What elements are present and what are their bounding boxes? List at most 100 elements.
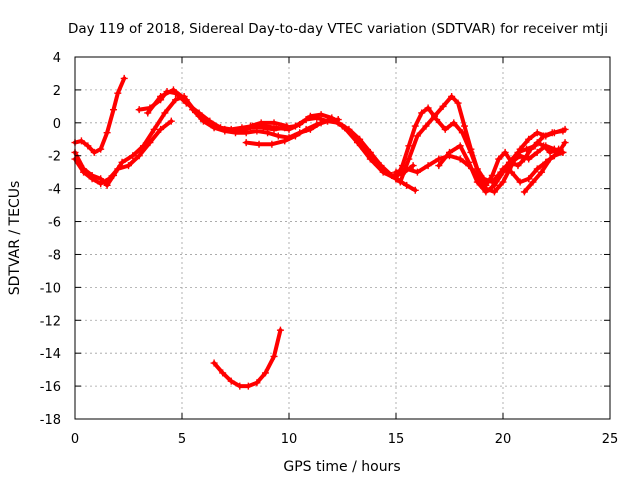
- data-point: [448, 92, 456, 100]
- data-point: [242, 139, 250, 147]
- data-point: [227, 377, 235, 385]
- data-point: [161, 109, 169, 117]
- data-point: [392, 168, 400, 176]
- x-axis-label: GPS time / hours: [283, 459, 400, 475]
- y-tick-label: -4: [48, 183, 61, 198]
- data-point: [392, 175, 400, 183]
- data-point: [409, 162, 417, 170]
- data-point: [456, 155, 464, 163]
- data-point: [450, 119, 458, 127]
- series-trace: [522, 140, 568, 194]
- x-tick-label: 10: [281, 432, 298, 447]
- data-point: [157, 125, 165, 133]
- data-point: [139, 142, 147, 150]
- data-point: [411, 186, 419, 194]
- data-point: [324, 117, 332, 125]
- data-point: [531, 142, 539, 150]
- series-arc-m: [520, 139, 569, 196]
- data-point: [195, 112, 203, 120]
- data-point: [110, 171, 118, 179]
- data-point: [379, 168, 387, 176]
- data-point: [413, 132, 421, 140]
- data-point: [550, 129, 558, 137]
- data-point: [302, 125, 310, 133]
- data-point: [246, 122, 254, 130]
- data-point: [424, 162, 432, 170]
- y-tick-label: 0: [53, 117, 61, 132]
- data-point: [490, 181, 498, 189]
- data-point: [276, 326, 284, 334]
- x-tick-label: 0: [71, 432, 79, 447]
- data-point: [236, 382, 244, 390]
- data-point: [405, 142, 413, 150]
- y-tick-label: -10: [40, 281, 61, 296]
- y-tick-label: -16: [40, 380, 61, 395]
- data-point: [182, 96, 190, 104]
- data-point: [84, 142, 92, 150]
- series-arc-g: [246, 119, 291, 130]
- data-point: [418, 109, 426, 117]
- data-point: [403, 181, 411, 189]
- data-point: [533, 148, 541, 156]
- data-point: [542, 132, 550, 140]
- data-point: [403, 165, 411, 173]
- data-point: [296, 120, 304, 128]
- y-tick-label: -6: [48, 216, 61, 231]
- data-point: [221, 125, 229, 133]
- data-point: [525, 135, 533, 143]
- data-point: [257, 119, 265, 127]
- data-point: [456, 142, 464, 150]
- data-point: [516, 152, 524, 160]
- data-point: [80, 165, 88, 173]
- data-point: [97, 175, 105, 183]
- data-point: [118, 158, 126, 166]
- y-tick-labels: -18 -16 -14 -12 -10 -8 -6 -4 -2 0 2 4: [40, 51, 61, 428]
- data-point: [234, 127, 242, 135]
- data-point: [366, 155, 374, 163]
- data-point: [460, 122, 468, 130]
- data-point: [508, 168, 516, 176]
- data-point: [88, 171, 96, 179]
- data-point: [514, 162, 522, 170]
- data-point: [533, 129, 541, 137]
- data-point: [435, 162, 443, 170]
- data-point: [508, 158, 516, 166]
- series-arc-f: [242, 116, 342, 148]
- data-point: [546, 148, 554, 156]
- data-point: [435, 155, 443, 163]
- data-point: [172, 96, 180, 104]
- data-point: [523, 145, 531, 153]
- data-point: [542, 142, 550, 150]
- data-point: [446, 148, 453, 156]
- data-point: [244, 382, 252, 390]
- x-tick-label: 25: [602, 432, 619, 447]
- data-point: [413, 168, 421, 176]
- data-point: [90, 148, 98, 156]
- data-point: [334, 116, 342, 124]
- data-point: [499, 178, 507, 186]
- data-point: [396, 178, 404, 186]
- data-point: [465, 158, 473, 166]
- data-point: [538, 168, 546, 176]
- data-point: [561, 125, 569, 133]
- data-point: [353, 139, 361, 147]
- data-point: [317, 111, 325, 119]
- data-point: [520, 188, 528, 196]
- data-point: [125, 162, 132, 170]
- data-point: [291, 132, 299, 140]
- data-point: [499, 165, 507, 173]
- data-point: [366, 148, 374, 156]
- plot-frame: [74, 56, 611, 420]
- data-point: [546, 155, 554, 163]
- data-point: [454, 99, 462, 107]
- data-point: [253, 379, 261, 387]
- data-point: [77, 137, 85, 145]
- data-point: [210, 359, 218, 367]
- data-point: [411, 122, 419, 130]
- data-series: [71, 74, 569, 390]
- y-tick-label: 4: [53, 51, 61, 66]
- data-point: [482, 188, 490, 196]
- data-point: [313, 120, 321, 128]
- y-tick-label: 2: [53, 84, 61, 99]
